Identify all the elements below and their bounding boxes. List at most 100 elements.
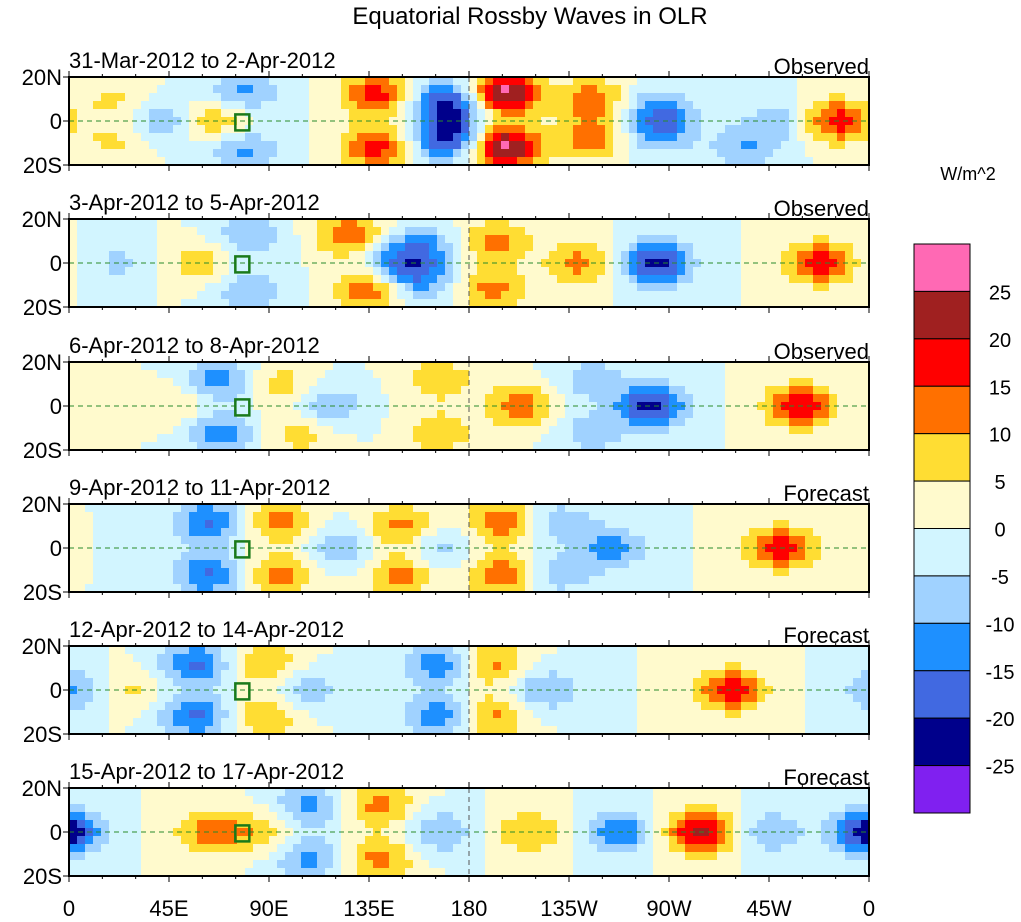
contour-cell (813, 442, 822, 451)
contour-cell (157, 125, 166, 134)
contour-cell (669, 93, 678, 102)
contour-cell (549, 434, 558, 443)
contour-cell (717, 125, 726, 134)
contour-cell (309, 536, 318, 545)
contour-cell (269, 552, 278, 561)
contour-cell (853, 576, 862, 585)
contour-cell (317, 560, 326, 569)
contour-cell (717, 235, 726, 244)
contour-cell (501, 426, 510, 435)
contour-cell (93, 77, 102, 86)
contour-cell (645, 157, 654, 166)
contour-cell (405, 93, 414, 102)
contour-cell (493, 85, 502, 94)
contour-cell (477, 133, 486, 142)
contour-cell (533, 133, 542, 142)
contour-cell (669, 584, 678, 593)
contour-cell (669, 512, 678, 521)
contour-cell (637, 251, 646, 260)
contour-cell (109, 646, 118, 655)
contour-cell (757, 568, 766, 577)
contour-cell (413, 402, 422, 411)
contour-cell (525, 141, 534, 150)
contour-cell (605, 93, 614, 102)
contour-cell (829, 434, 838, 443)
contour-cell (349, 434, 358, 443)
contour-cell (125, 560, 134, 569)
contour-cell (109, 394, 118, 403)
contour-cell (213, 386, 222, 395)
contour-cell (157, 718, 166, 727)
contour-cell (485, 235, 494, 244)
contour-cell (349, 426, 358, 435)
contour-cell (237, 133, 246, 142)
contour-cell (557, 362, 566, 371)
contour-cell (581, 141, 590, 150)
contour-cell (85, 536, 94, 545)
contour-cell (789, 394, 798, 403)
contour-cell (309, 77, 318, 86)
contour-cell (549, 584, 558, 593)
contour-cell (853, 283, 862, 292)
contour-cell (181, 291, 190, 300)
contour-cell (605, 426, 614, 435)
contour-cell (165, 362, 174, 371)
contour-cell (317, 267, 326, 276)
contour-cell (461, 528, 470, 537)
contour-cell (85, 504, 94, 513)
contour-cell (621, 418, 630, 427)
contour-cell (221, 251, 230, 260)
contour-cell (341, 251, 350, 260)
contour-cell (797, 394, 806, 403)
contour-cell (757, 141, 766, 150)
contour-cell (357, 101, 366, 110)
contour-cell (853, 520, 862, 529)
contour-cell (461, 426, 470, 435)
contour-cell (533, 512, 542, 521)
contour-cell (445, 552, 454, 561)
contour-cell (709, 394, 718, 403)
contour-cell (133, 378, 142, 387)
contour-cell (501, 157, 510, 166)
contour-cell (269, 267, 278, 276)
contour-cell (653, 101, 662, 110)
contour-cell (693, 528, 702, 537)
contour-cell (597, 85, 606, 94)
contour-cell (781, 109, 790, 118)
contour-cell (613, 560, 622, 569)
contour-cell (541, 251, 550, 260)
contour-cell (405, 157, 414, 166)
contour-cell (685, 402, 694, 411)
contour-cell (117, 117, 126, 126)
contour-cell (205, 434, 214, 443)
y-tick-label: 20S (23, 580, 62, 605)
contour-cell (205, 552, 214, 561)
contour-cell (253, 654, 262, 663)
contour-cell (477, 544, 486, 553)
contour-cell (317, 77, 326, 86)
contour-cell (765, 227, 774, 236)
contour-cell (421, 410, 430, 419)
contour-cell (381, 125, 390, 134)
contour-cell (165, 528, 174, 537)
contour-cell (685, 93, 694, 102)
contour-cell (237, 85, 246, 94)
contour-cell (621, 157, 630, 166)
contour-cell (637, 299, 646, 308)
contour-cell (477, 101, 486, 110)
contour-cell (165, 133, 174, 142)
contour-cell (389, 275, 398, 284)
contour-cell (741, 536, 750, 545)
contour-cell (677, 157, 686, 166)
contour-cell (533, 362, 542, 371)
contour-cell (277, 410, 286, 419)
contour-cell (197, 259, 206, 268)
contour-cell (629, 251, 638, 260)
contour-cell (533, 434, 542, 443)
contour-cell (333, 434, 342, 443)
contour-cell (765, 584, 774, 593)
contour-cell (165, 504, 174, 513)
contour-cell (773, 251, 782, 260)
contour-cell (821, 584, 830, 593)
contour-cell (637, 536, 646, 545)
